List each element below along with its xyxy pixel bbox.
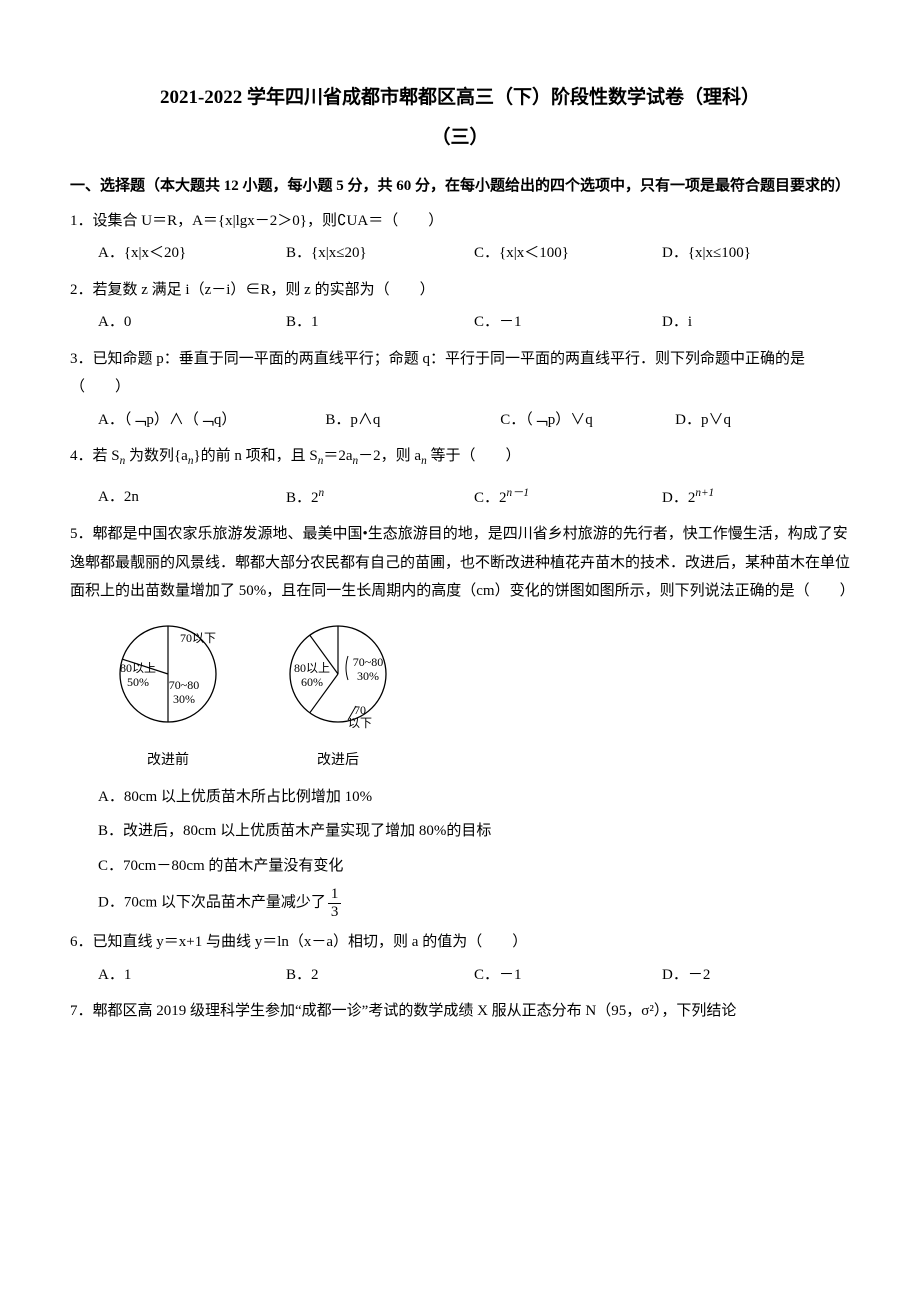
pie-after-caption: 改进后 [268, 748, 408, 775]
question-6: 6．已知直线 y＝x+1 与曲线 y＝ln（x－a）相切，则 a 的值为（ ） … [70, 928, 850, 989]
pie-after-chart: 80以上60% 70~8030% 70以下 [268, 614, 408, 734]
svg-text:80以上: 80以上 [294, 661, 330, 675]
pie-before-block: 70以下 80以上50% 70~8030% 改进前 [98, 614, 238, 775]
q1-stem: 1．设集合 U＝R，A＝{x|lgx－2＞0}，则∁UA＝（ ） [70, 207, 850, 236]
q4-stem: 4．若 Sn 为数列{an}的前 n 项和，且 Sn＝2an－2，则 an 等于… [70, 442, 850, 472]
q2-option-b: B．1 [286, 308, 474, 337]
q3-option-b: B．p∧q [325, 406, 500, 435]
q1-option-b: B．{x|x≤20} [286, 239, 474, 268]
svg-text:70以下: 70以下 [180, 631, 216, 645]
svg-text:50%: 50% [127, 675, 149, 689]
q5-stem: 5．郫都是中国农家乐旅游发源地、最美中国•生态旅游目的地，是四川省乡村旅游的先行… [70, 520, 850, 606]
svg-text:30%: 30% [173, 692, 195, 706]
q5-option-c: C．70cm－80cm 的苗木产量没有变化 [98, 852, 850, 881]
title-line-2: （三） [70, 120, 850, 156]
question-1: 1．设集合 U＝R，A＝{x|lgx－2＞0}，则∁UA＝（ ） A．{x|x＜… [70, 207, 850, 268]
q3-option-a: A．（﹁p）∧（﹁q） [98, 406, 325, 435]
q6-option-b: B．2 [286, 961, 474, 990]
question-7: 7．郫都区高 2019 级理科学生参加“成都一诊”考试的数学成绩 X 服从正态分… [70, 997, 850, 1026]
q2-option-d: D．i [662, 308, 850, 337]
pie-before-caption: 改进前 [98, 748, 238, 775]
q4-option-c: C．2n－1 [474, 483, 662, 513]
q1-option-c: C．{x|x＜100} [474, 239, 662, 268]
svg-text:以下: 以下 [348, 716, 372, 730]
q1-option-a: A．{x|x＜20} [98, 239, 286, 268]
q3-option-d: D．p∨q [675, 406, 850, 435]
q1-option-d: D．{x|x≤100} [662, 239, 850, 268]
svg-text:70: 70 [354, 703, 366, 717]
q6-option-d: D．－2 [662, 961, 850, 990]
question-4: 4．若 Sn 为数列{an}的前 n 项和，且 Sn＝2an－2，则 an 等于… [70, 442, 850, 512]
svg-text:70~80: 70~80 [353, 655, 384, 669]
q2-stem: 2．若复数 z 满足 i（z－i）∈R，则 z 的实部为（ ） [70, 276, 850, 305]
svg-text:30%: 30% [357, 669, 379, 683]
q4-option-a: A．2n [98, 483, 286, 513]
section-heading: 一、选择题（本大题共 12 小题，每小题 5 分，共 60 分，在每小题给出的四… [70, 172, 850, 201]
q4-option-b: B．2n [286, 483, 474, 513]
q3-option-c: C．（﹁p）∨q [500, 406, 675, 435]
q2-option-a: A．0 [98, 308, 286, 337]
pie-after-block: 80以上60% 70~8030% 70以下 改进后 [268, 614, 408, 775]
pie-before-chart: 70以下 80以上50% 70~8030% [98, 614, 238, 734]
q4-option-d: D．2n+1 [662, 483, 850, 513]
svg-text:60%: 60% [301, 675, 323, 689]
q7-stem: 7．郫都区高 2019 级理科学生参加“成都一诊”考试的数学成绩 X 服从正态分… [70, 997, 850, 1026]
svg-text:80以上: 80以上 [120, 661, 156, 675]
question-3: 3．已知命题 p：垂直于同一平面的两直线平行；命题 q：平行于同一平面的两直线平… [70, 345, 850, 435]
question-2: 2．若复数 z 满足 i（z－i）∈R，则 z 的实部为（ ） A．0 B．1 … [70, 276, 850, 337]
q6-stem: 6．已知直线 y＝x+1 与曲线 y＝ln（x－a）相切，则 a 的值为（ ） [70, 928, 850, 957]
question-5: 5．郫都是中国农家乐旅游发源地、最美中国•生态旅游目的地，是四川省乡村旅游的先行… [70, 520, 850, 920]
q5-option-d: D．70cm 以下次品苗木产量减少了13 [98, 886, 850, 920]
q3-stem: 3．已知命题 p：垂直于同一平面的两直线平行；命题 q：平行于同一平面的两直线平… [70, 345, 850, 402]
title-line-1: 2021-2022 学年四川省成都市郫都区高三（下）阶段性数学试卷（理科） [70, 80, 850, 116]
q6-option-c: C．－1 [474, 961, 662, 990]
q6-option-a: A．1 [98, 961, 286, 990]
svg-text:70~80: 70~80 [169, 678, 200, 692]
q5-option-b: B．改进后，80cm 以上优质苗木产量实现了增加 80%的目标 [98, 817, 850, 846]
q5-option-a: A．80cm 以上优质苗木所占比例增加 10% [98, 783, 850, 812]
pie-charts-row: 70以下80以上50%70~8030% 改进前 80以上60%70~8030%7… [70, 614, 850, 775]
q2-option-c: C．－1 [474, 308, 662, 337]
